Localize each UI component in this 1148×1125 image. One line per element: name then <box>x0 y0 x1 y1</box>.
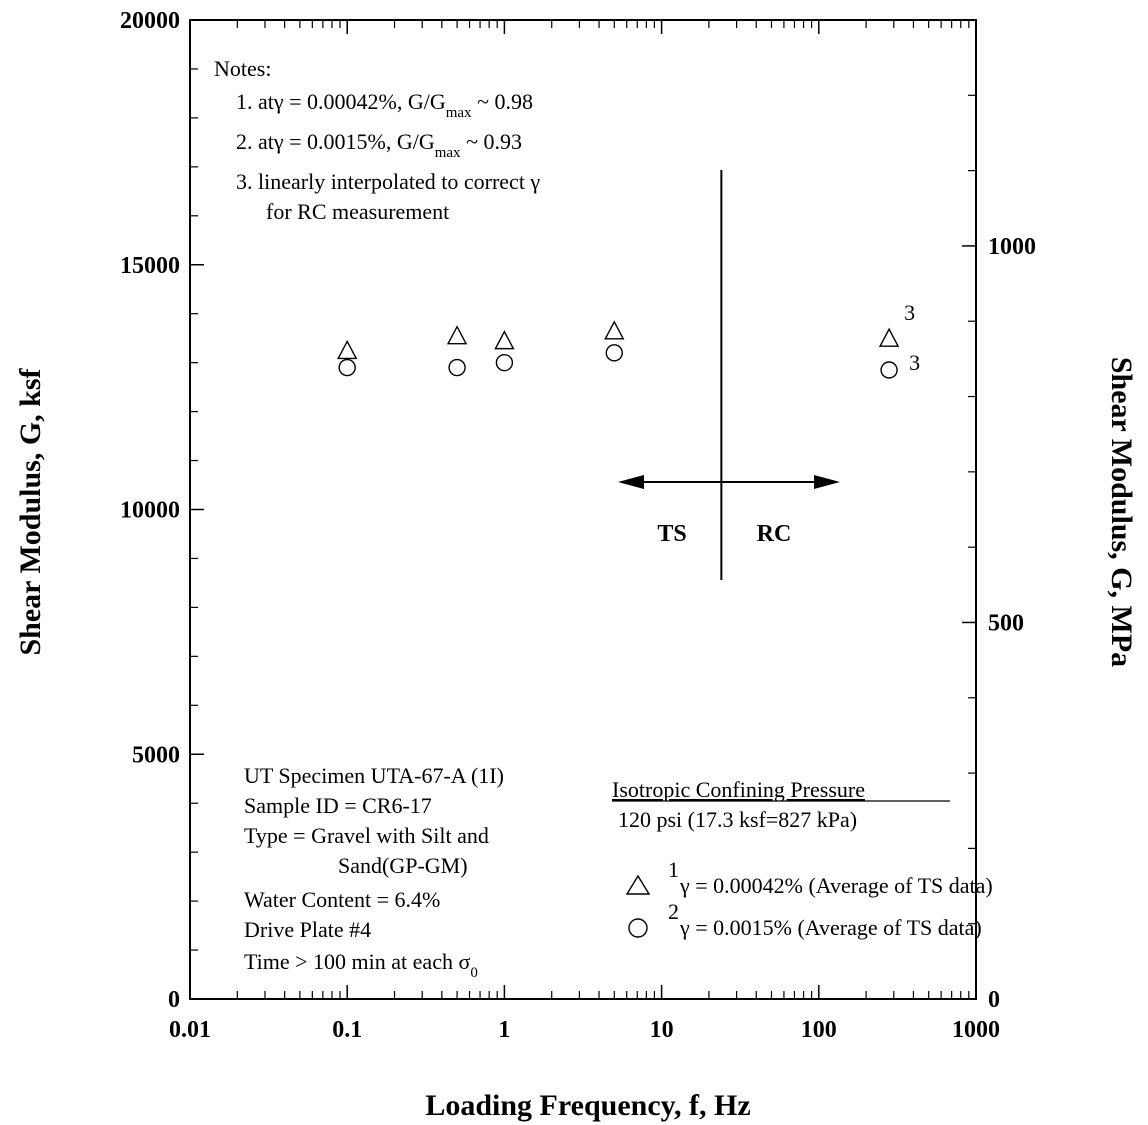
point-footnote: 3 <box>904 300 915 325</box>
specimen-line-5: Water Content = 6.4% <box>244 887 440 912</box>
confining-pressure: Isotropic Confining Pressure 120 psi (17… <box>612 777 950 832</box>
triangle-point <box>337 339 358 360</box>
circle-point <box>495 353 514 372</box>
point-footnote: 3 <box>909 350 920 375</box>
specimen-line-7: Time > 100 min at each σ0 <box>244 949 478 981</box>
circle-point <box>880 361 898 379</box>
pressure-value: 120 psi (17.3 ksf=827 kPa) <box>618 807 857 832</box>
legend-circle-marker <box>628 918 648 938</box>
note-2: 2. atγ = 0.0015%, G/Gmax ~ 0.93 <box>236 129 522 161</box>
x-tick-label: 1 <box>498 1017 510 1043</box>
circle-point <box>448 358 466 377</box>
y-tick-label: 20000 <box>120 8 180 34</box>
specimen-line-3: Type = Gravel with Silt and <box>244 823 489 848</box>
legend-1-text: γ = 0.00042% (Average of TS data) <box>679 873 993 898</box>
note-3a: 3. linearly interpolated to correct γ <box>236 169 540 194</box>
x-tick-label: 0.1 <box>332 1017 362 1043</box>
circle-point <box>338 358 356 377</box>
specimen-line-4: Sand(GP-GM) <box>338 853 468 878</box>
y-axis-title: Shear Modulus, G, ksf <box>14 367 47 655</box>
notes-block: Notes: 1. atγ = 0.00042%, G/Gmax ~ 0.98 … <box>214 56 540 224</box>
x-axis-title: Loading Frequency, f, Hz <box>425 1089 750 1122</box>
x-tick-label: 0.01 <box>169 1017 211 1043</box>
notes-title: Notes: <box>214 56 271 81</box>
note-1: 1. atγ = 0.00042%, G/Gmax ~ 0.98 <box>236 89 533 121</box>
plot-border <box>189 19 977 1000</box>
triangle-point <box>604 320 625 340</box>
data-markers: 33 <box>337 300 920 379</box>
legend-2-sup: 2 <box>668 899 679 924</box>
axis-ticks <box>189 19 977 1000</box>
y2-tick-label: 1000 <box>988 234 1036 260</box>
ts-label: TS <box>657 521 686 547</box>
tick-labels: 0.01 0.1 1 10 100 100005000100001500020000050… <box>120 8 1036 1043</box>
x-tick-label: 100 <box>801 1017 837 1043</box>
y-tick-label: 15000 <box>120 253 180 279</box>
triangle-point <box>878 327 900 347</box>
circle-point <box>605 344 623 362</box>
plot-frame <box>189 19 977 1000</box>
triangle-point <box>446 325 468 345</box>
legend-1-sup: 1 <box>668 857 679 882</box>
y-tick-label: 5000 <box>132 742 180 768</box>
triangle-point <box>494 330 515 350</box>
y-tick-label: 10000 <box>120 498 180 524</box>
legend-triangle-marker <box>625 874 651 895</box>
legend-2-text: γ = 0.0015% (Average of TS data) <box>679 915 982 940</box>
rc-label: RC <box>757 521 792 547</box>
arrow-left-head <box>618 475 644 489</box>
y2-tick-label: 0 <box>988 987 1000 1013</box>
specimen-line-1: UT Specimen UTA-67-A (1I) <box>244 763 504 788</box>
specimen-line-2: Sample ID = CR6-17 <box>244 793 432 818</box>
y2-tick-label: 500 <box>988 610 1024 636</box>
x-tick-label: 10 <box>650 1017 674 1043</box>
note-3b: for RC measurement <box>266 199 449 224</box>
legend: 1 γ = 0.00042% (Average of TS data) 2 γ … <box>625 857 993 940</box>
y2-axis-title: Shear Modulus, G, MPa <box>1105 357 1138 667</box>
arrow-right-head <box>814 475 840 489</box>
x-tick-label: 1000 <box>952 1017 1000 1043</box>
y-tick-label: 0 <box>168 987 180 1013</box>
specimen-info: UT Specimen UTA-67-A (1I) Sample ID = CR… <box>244 763 504 981</box>
specimen-line-6: Drive Plate #4 <box>244 917 371 942</box>
ts-rc-divider <box>618 170 840 580</box>
pressure-title: Isotropic Confining Pressure <box>612 777 865 802</box>
